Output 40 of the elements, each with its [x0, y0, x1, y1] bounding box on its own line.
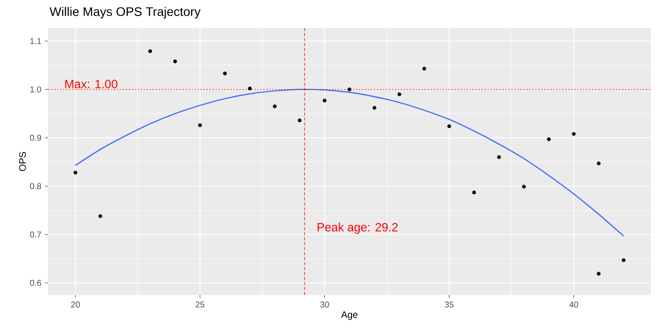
point: [472, 190, 476, 194]
point: [223, 72, 227, 76]
y-tick-label: 1.0: [30, 86, 42, 92]
point: [248, 86, 252, 90]
point: [298, 118, 302, 122]
x-axis-title: Age: [341, 311, 358, 320]
point: [348, 88, 352, 92]
point: [322, 98, 326, 102]
y-tick-label: 0.8: [30, 183, 42, 190]
point: [98, 214, 102, 218]
y-tick-label: 0.7: [30, 232, 42, 238]
point: [572, 132, 576, 136]
point: [74, 170, 78, 175]
point: [447, 124, 452, 128]
point: [198, 123, 202, 128]
point: [522, 184, 526, 189]
y-tick-label: 0.9: [30, 134, 42, 141]
point: [272, 104, 277, 108]
x-tick-label: 30: [320, 302, 329, 308]
y-tick-label: 0.6: [30, 280, 42, 286]
chart-title: Willie Mays OPS Trajectory: [50, 6, 201, 18]
point: [497, 155, 501, 160]
point: [546, 137, 551, 142]
point: [372, 106, 376, 110]
point: [148, 49, 152, 54]
point: [422, 66, 426, 71]
y-axis-title: OPS: [19, 152, 26, 172]
ref-line-label: Max: 1.00: [65, 80, 118, 88]
x-tick-label: 25: [196, 302, 204, 308]
point: [596, 272, 601, 276]
line-series: [74, 88, 624, 237]
x-tick-label: 35: [444, 302, 454, 308]
x-tick-label: 40: [569, 302, 578, 308]
point: [173, 59, 177, 64]
point: [596, 162, 601, 166]
point: [622, 258, 626, 262]
point: [397, 92, 402, 96]
x-tick-label: 20: [71, 302, 80, 308]
y-tick-label: 1.1: [30, 38, 42, 44]
ref-line-label: Peak age: 29.2: [318, 222, 398, 234]
